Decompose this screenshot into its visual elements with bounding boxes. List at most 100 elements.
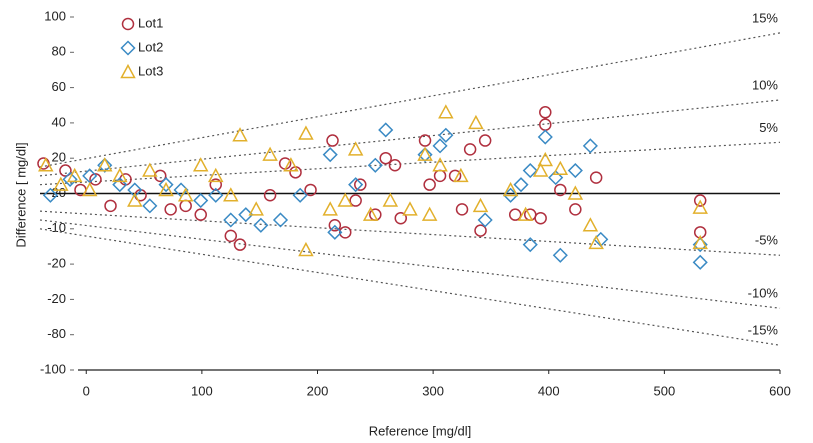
y-tick-label: -20	[47, 256, 66, 271]
reference-line	[39, 32, 781, 168]
point	[537, 129, 553, 145]
point	[158, 181, 174, 197]
point	[53, 176, 69, 191]
point	[382, 192, 399, 207]
point	[423, 178, 436, 191]
reference-line	[39, 228, 781, 346]
legend-marker	[121, 17, 135, 31]
point	[517, 206, 534, 221]
point	[238, 207, 254, 223]
legend-label: Lot3	[138, 63, 163, 78]
point	[582, 138, 598, 154]
point	[472, 197, 489, 213]
point	[263, 189, 277, 202]
point	[379, 151, 392, 165]
point	[232, 127, 248, 142]
point	[433, 169, 447, 183]
point	[59, 164, 72, 177]
point	[367, 157, 383, 173]
point	[66, 167, 83, 183]
point	[417, 146, 433, 161]
y-tick-label: 60	[52, 79, 66, 94]
point	[192, 157, 209, 172]
point	[193, 192, 209, 209]
point	[104, 199, 117, 213]
point	[477, 212, 493, 228]
point	[438, 127, 454, 143]
point	[693, 194, 707, 207]
point	[38, 157, 54, 172]
point	[327, 224, 343, 240]
point	[567, 185, 584, 200]
point	[209, 178, 222, 191]
y-tick-label: -10	[47, 220, 66, 235]
point	[589, 171, 603, 184]
point	[347, 141, 364, 156]
reference-line-label: -10%	[748, 286, 779, 301]
point	[322, 147, 338, 163]
point	[42, 187, 58, 203]
point	[468, 114, 484, 130]
point	[224, 229, 238, 243]
reference-line	[39, 141, 781, 186]
point	[513, 177, 529, 193]
reference-line-label: -15%	[748, 323, 779, 338]
point	[253, 217, 269, 233]
point	[508, 208, 522, 221]
y-tick-label: 100	[44, 8, 66, 23]
x-axis-label: Reference [mg/dl]	[369, 423, 472, 438]
point	[692, 237, 708, 253]
reference-line-label: 10%	[752, 77, 778, 92]
point	[62, 171, 78, 187]
point	[692, 199, 708, 214]
point	[463, 143, 477, 156]
point	[552, 160, 569, 176]
point	[322, 201, 338, 216]
legend-marker	[120, 63, 136, 79]
reference-line-label: -5%	[755, 233, 779, 248]
point	[339, 226, 352, 239]
point	[81, 181, 98, 197]
point	[388, 159, 402, 172]
point	[112, 167, 128, 183]
x-tick-label: 500	[654, 383, 676, 398]
point	[328, 219, 342, 232]
point	[112, 177, 128, 193]
point	[142, 198, 158, 214]
point	[158, 177, 174, 193]
point	[262, 146, 278, 161]
point	[588, 234, 604, 250]
point	[532, 162, 549, 177]
point	[478, 134, 492, 147]
point	[554, 183, 567, 197]
point	[233, 238, 247, 251]
y-tick-label: -20	[47, 291, 66, 306]
point	[548, 170, 564, 186]
point	[89, 173, 102, 186]
point	[692, 234, 708, 250]
point	[298, 125, 314, 140]
reference-line	[39, 219, 781, 309]
point	[455, 203, 469, 216]
point	[223, 212, 239, 228]
point	[537, 151, 554, 167]
point	[432, 157, 448, 172]
point	[539, 118, 552, 131]
point	[326, 134, 339, 147]
point	[164, 203, 177, 216]
point	[272, 212, 289, 228]
y-axis-label: Difference [ mg/dl]	[13, 142, 28, 247]
point	[142, 162, 158, 177]
point	[96, 157, 113, 172]
y-tick-label: -100	[40, 361, 66, 376]
legend-label: Lot1	[138, 15, 163, 30]
point	[534, 211, 547, 225]
point	[223, 187, 239, 202]
reference-line	[39, 210, 781, 256]
point	[207, 167, 224, 183]
point	[522, 237, 538, 253]
point	[208, 187, 224, 203]
point	[348, 177, 364, 193]
point	[298, 241, 314, 257]
reference-line-label: 15%	[752, 10, 778, 25]
